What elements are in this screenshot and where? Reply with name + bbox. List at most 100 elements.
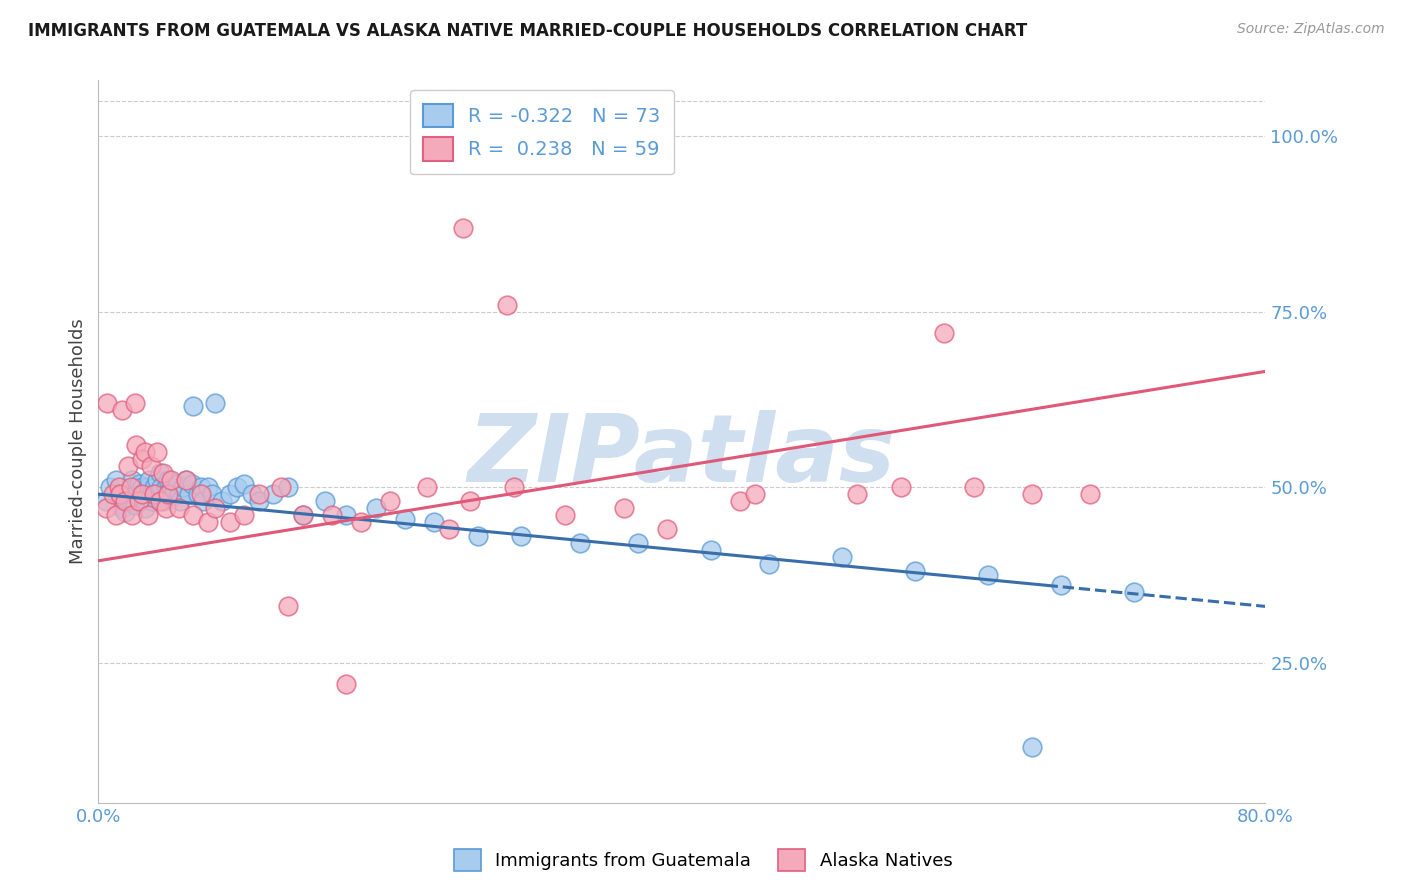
Point xyxy=(125,438,148,452)
Point xyxy=(270,480,292,494)
Point xyxy=(437,522,460,536)
Point xyxy=(96,396,118,410)
Point xyxy=(177,487,200,501)
Point xyxy=(846,487,869,501)
Point xyxy=(166,476,188,491)
Point xyxy=(335,676,357,690)
Point xyxy=(169,494,191,508)
Point xyxy=(142,480,165,494)
Point xyxy=(167,487,190,501)
Point xyxy=(934,326,956,340)
Point xyxy=(291,508,314,523)
Text: ZIPatlas: ZIPatlas xyxy=(468,410,896,502)
Point xyxy=(568,536,591,550)
Text: Source: ZipAtlas.com: Source: ZipAtlas.com xyxy=(1237,22,1385,37)
Point xyxy=(226,480,249,494)
Point xyxy=(152,466,174,480)
Point xyxy=(193,494,215,508)
Point xyxy=(120,494,142,508)
Point xyxy=(190,487,212,501)
Point xyxy=(98,480,121,494)
Point xyxy=(156,487,179,501)
Point xyxy=(160,480,183,494)
Point xyxy=(467,529,489,543)
Point xyxy=(120,480,142,494)
Point xyxy=(110,487,132,501)
Point xyxy=(146,473,169,487)
Point xyxy=(111,403,134,417)
Point xyxy=(335,508,357,523)
Point xyxy=(155,501,177,516)
Point xyxy=(128,494,150,508)
Point xyxy=(157,473,180,487)
Point xyxy=(1080,487,1102,501)
Point xyxy=(233,476,256,491)
Point xyxy=(134,445,156,459)
Point xyxy=(152,494,174,508)
Point xyxy=(394,512,416,526)
Point xyxy=(831,550,853,565)
Point xyxy=(612,501,634,516)
Point xyxy=(124,396,146,410)
Point xyxy=(211,494,233,508)
Point xyxy=(163,483,186,498)
Point xyxy=(247,487,270,501)
Point xyxy=(108,487,131,501)
Point xyxy=(904,564,927,578)
Legend: R = -0.322   N = 73, R =  0.238   N = 59: R = -0.322 N = 73, R = 0.238 N = 59 xyxy=(409,90,673,175)
Point xyxy=(114,505,136,519)
Point xyxy=(218,487,240,501)
Point xyxy=(197,480,219,494)
Point xyxy=(204,396,226,410)
Point xyxy=(160,473,183,487)
Point xyxy=(134,483,156,498)
Point xyxy=(174,473,197,487)
Point xyxy=(1021,739,1043,754)
Point xyxy=(117,487,139,501)
Point xyxy=(155,480,177,494)
Legend: Immigrants from Guatemala, Alaska Natives: Immigrants from Guatemala, Alaska Native… xyxy=(446,842,960,879)
Point xyxy=(1050,578,1073,592)
Point xyxy=(380,494,402,508)
Point xyxy=(124,498,146,512)
Point xyxy=(111,501,134,516)
Point xyxy=(141,494,163,508)
Point xyxy=(157,487,180,501)
Point xyxy=(131,491,153,505)
Point xyxy=(460,494,482,508)
Text: IMMIGRANTS FROM GUATEMALA VS ALASKA NATIVE MARRIED-COUPLE HOUSEHOLDS CORRELATION: IMMIGRANTS FROM GUATEMALA VS ALASKA NATI… xyxy=(28,22,1028,40)
Point xyxy=(277,599,299,614)
Point xyxy=(139,487,162,501)
Point xyxy=(190,480,212,494)
Point xyxy=(423,515,446,529)
Point xyxy=(364,501,387,516)
Point xyxy=(138,473,160,487)
Point xyxy=(180,476,202,491)
Point xyxy=(415,480,437,494)
Point xyxy=(94,501,117,516)
Point xyxy=(131,452,153,467)
Point xyxy=(627,536,650,550)
Point xyxy=(700,543,723,558)
Point xyxy=(962,480,984,494)
Point xyxy=(262,487,284,501)
Point xyxy=(124,480,146,494)
Point xyxy=(104,508,127,523)
Point xyxy=(101,487,124,501)
Point xyxy=(181,400,204,414)
Point xyxy=(181,508,204,523)
Point xyxy=(503,480,526,494)
Point xyxy=(240,487,263,501)
Point xyxy=(277,480,299,494)
Point xyxy=(172,480,194,494)
Point xyxy=(321,508,343,523)
Point xyxy=(657,522,679,536)
Point xyxy=(117,459,139,474)
Y-axis label: Married-couple Households: Married-couple Households xyxy=(69,318,87,565)
Point xyxy=(233,508,256,523)
Point xyxy=(121,473,143,487)
Point xyxy=(744,487,766,501)
Point xyxy=(291,508,314,523)
Point xyxy=(1021,487,1043,501)
Point xyxy=(136,508,159,523)
